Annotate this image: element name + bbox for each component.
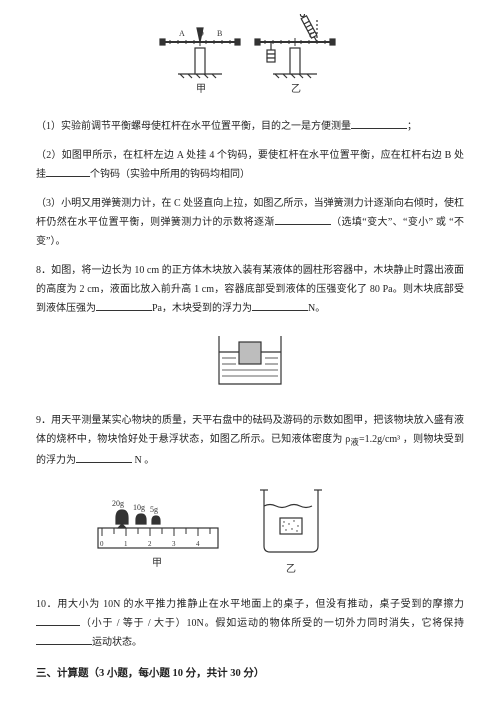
q10: 10．用大小为 10N 的水平推力推静止在水平地面上的桌子，但没有推动，桌子受到…	[36, 595, 464, 652]
label-O: O	[198, 29, 204, 38]
label-B: B	[217, 29, 222, 38]
q7-1-text: （1）实验前调节平衡螺母使杠杆在水平位置平衡，目的之一是方便测量	[36, 121, 351, 132]
q7-1-tail: ；	[407, 121, 417, 132]
svg-text:3: 3	[172, 540, 176, 548]
q10-mid: （小于 / 等于 / 大于）10N。假如运动的物体所受的一切外力同时消失，它将保…	[80, 618, 464, 629]
q7-1: （1）实验前调节平衡螺母使杠杆在水平位置平衡，目的之一是方便测量 ；	[36, 117, 464, 136]
q9-blank[interactable]	[76, 453, 132, 463]
q7-3: （3）小明又用弹簧测力计，在 C 处竖直向上拉，如图乙所示，当弹簧测力计逐渐向右…	[36, 194, 464, 251]
svg-text:1: 1	[124, 540, 128, 548]
caption-jia: 甲	[196, 84, 206, 95]
q9-svg: 20g 10g 5g 0 1 2 3 4	[90, 480, 350, 576]
weight-20g: 20g	[112, 499, 124, 508]
svg-text:2: 2	[148, 540, 152, 548]
weight-10g: 10g	[133, 503, 145, 512]
q8-mid: Pa，木块受到的浮力为	[152, 303, 252, 314]
q10-tail: 运动状态。	[92, 637, 142, 648]
q8-blank2[interactable]	[252, 301, 308, 311]
q7-figure: A O B 甲	[36, 14, 464, 105]
label-C: C	[309, 31, 314, 40]
weight-5g: 5g	[150, 505, 158, 514]
q8-figure	[36, 328, 464, 399]
q7-2-blank[interactable]	[46, 167, 90, 177]
label-A: A	[179, 29, 185, 38]
q9-tail: N 。	[132, 455, 154, 466]
q9-figure: 20g 10g 5g 0 1 2 3 4	[36, 480, 464, 583]
q9-cap-right: 乙	[286, 563, 296, 575]
q7-2-tail: 个钩码（实验中所用的钩码均相同）	[90, 169, 250, 180]
section-3-title: 三、计算题（3 小题，每小题 10 分，共计 30 分）	[36, 664, 464, 684]
q7-3-blank[interactable]	[275, 215, 331, 225]
q7-svg: A O B 甲	[150, 14, 350, 98]
q8-svg	[207, 328, 293, 392]
svg-text:4: 4	[196, 540, 200, 548]
q7-2: （2）如图甲所示，在杠杆左边 A 处挂 4 个钩码，要使杠杆在水平位置平衡，应在…	[36, 146, 464, 184]
caption-yi: 乙	[291, 83, 301, 95]
q7-1-blank[interactable]	[351, 119, 407, 129]
q8: 8．如图，将一边长为 10 cm 的正方体木块放入装有某液体的圆柱形容器中，木块…	[36, 261, 464, 318]
q8-blank1[interactable]	[96, 301, 152, 311]
q9-cap-left: 甲	[152, 558, 162, 569]
q10-blank1[interactable]	[36, 616, 80, 626]
page: A O B 甲	[0, 0, 500, 714]
svg-text:0: 0	[100, 540, 104, 548]
q9: 9．用天平测量某实心物块的质量，天平右盘中的砝码及游码的示数如图甲，把该物块放入…	[36, 411, 464, 470]
q10-text: 10．用大小为 10N 的水平推力推静止在水平地面上的桌子，但没有推动，桌子受到…	[36, 599, 464, 610]
q10-blank2[interactable]	[36, 635, 92, 645]
q9-sub: 液	[350, 438, 359, 447]
q8-tail: N。	[308, 303, 325, 314]
